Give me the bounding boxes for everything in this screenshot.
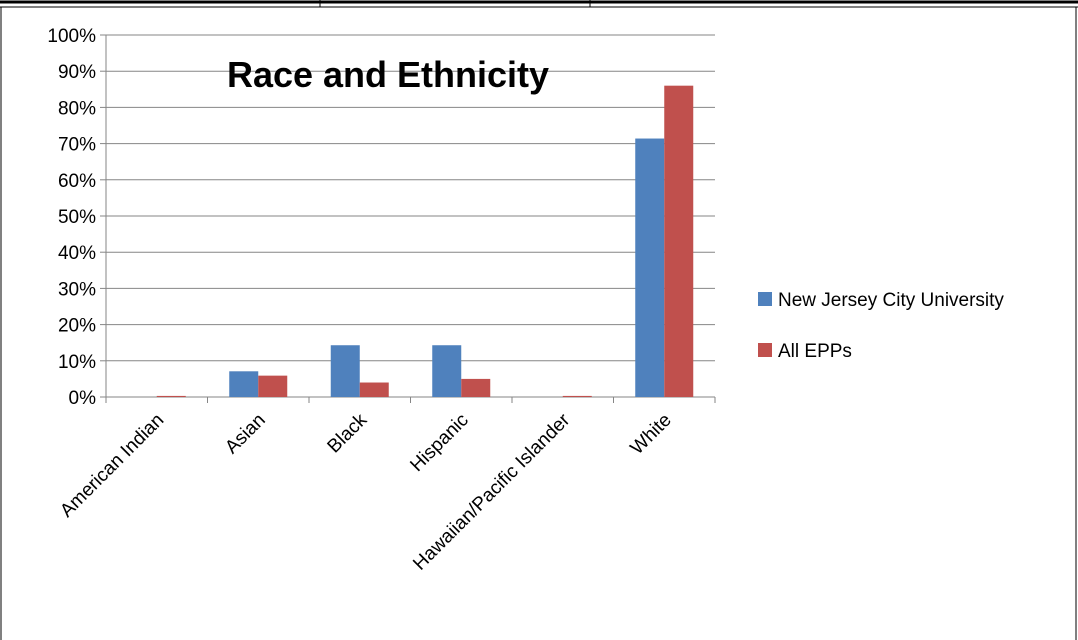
bar-all-epps — [562, 395, 592, 397]
y-tick-label: 20% — [58, 316, 96, 337]
x-category-label: Black — [324, 409, 372, 457]
axes — [100, 34, 716, 403]
legend-label: All EPPs — [778, 341, 852, 362]
bar-all-epps — [258, 375, 288, 397]
y-tick-label: 50% — [58, 207, 96, 228]
y-tick-label: 0% — [69, 388, 97, 409]
y-tick-label: 70% — [58, 135, 96, 156]
legend-swatch — [758, 292, 772, 306]
bars — [156, 85, 694, 398]
bar-all-epps — [664, 85, 694, 398]
x-category-label: American Indian — [56, 410, 168, 522]
y-tick-label: 30% — [58, 279, 96, 300]
chart-title: Race and Ethnicity — [227, 54, 549, 95]
bar-njcu — [330, 345, 360, 397]
bar-all-epps — [156, 395, 186, 397]
gridlines — [106, 34, 715, 362]
legend: New Jersey City University All EPPs — [758, 290, 1004, 362]
x-axis-labels: American Indian Asian Black HispanicHawaiia… — [56, 409, 675, 574]
x-category-label: Asian — [221, 410, 269, 458]
y-tick-label: 80% — [58, 98, 96, 119]
bar-njcu — [635, 138, 665, 398]
bar-all-epps — [461, 378, 491, 397]
bar-all-epps — [359, 382, 389, 397]
x-category-label: Hispanic — [406, 410, 472, 476]
y-tick-label: 90% — [58, 62, 96, 83]
bar-njcu — [229, 371, 259, 397]
bar-njcu — [432, 345, 462, 397]
legend-swatch — [758, 343, 772, 357]
x-category-label: White — [627, 410, 676, 459]
y-axis-ticks: 0% 10% 20% 30% 40% 50% 60% 70% 80% 90% 100% — [47, 26, 96, 409]
legend-label: New Jersey City University — [778, 290, 1004, 311]
y-tick-label: 40% — [58, 243, 96, 264]
y-tick-label: 60% — [58, 171, 96, 192]
y-tick-label: 100% — [47, 26, 96, 47]
y-tick-label: 10% — [58, 352, 96, 373]
